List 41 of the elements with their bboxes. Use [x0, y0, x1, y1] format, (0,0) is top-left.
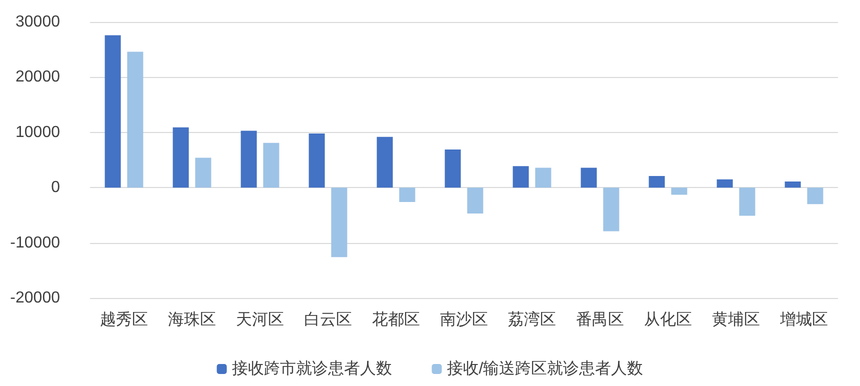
bar [263, 142, 280, 188]
bar [739, 188, 756, 216]
x-tick-label: 越秀区 [100, 310, 148, 328]
x-tick-label: 南沙区 [440, 310, 488, 328]
bar [603, 188, 620, 232]
bar [104, 35, 121, 188]
x-tick-label: 白云区 [304, 312, 352, 328]
x-tick-label: 海珠区 [168, 310, 216, 328]
x-tick-label: 荔湾区 [508, 310, 556, 328]
x-tick-label: 番禺区 [576, 310, 624, 328]
y-tick-label: 20000 [16, 68, 60, 86]
bar [807, 188, 824, 204]
bar [671, 188, 688, 195]
legend-label: 接收跨市就诊患者人数 [232, 360, 392, 378]
legend-label: 接收/输送跨区就诊患者人数 [446, 360, 644, 378]
y-tick-label: -10000 [10, 234, 60, 252]
x-tick-label: 从化区 [644, 310, 692, 328]
x-tick-label: 花都区 [372, 310, 420, 328]
bar [580, 168, 597, 188]
bar [716, 179, 733, 188]
bar [784, 182, 801, 188]
y-tick-label: 30000 [16, 14, 60, 30]
y-tick-label: 0 [51, 179, 60, 196]
bar [467, 188, 484, 214]
bar [240, 130, 257, 188]
y-tick-label: -20000 [10, 290, 60, 306]
x-tick-label: 增城区 [779, 310, 828, 328]
bar [444, 150, 461, 188]
x-tick-label: 天河区 [236, 312, 284, 328]
y-tick-label: 10000 [16, 124, 60, 141]
bar [195, 158, 212, 188]
bar [399, 188, 416, 202]
bar [308, 134, 325, 188]
bar [127, 52, 144, 188]
bar [512, 166, 529, 188]
bar [535, 168, 552, 188]
bar [331, 188, 348, 258]
x-tick-label: 黄埔区 [712, 310, 760, 328]
bar [648, 176, 665, 188]
bar [376, 136, 393, 188]
bar [172, 127, 189, 188]
